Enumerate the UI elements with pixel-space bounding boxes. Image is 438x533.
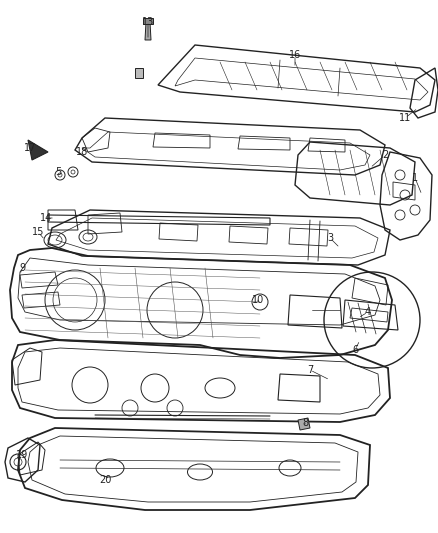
- Text: 4: 4: [365, 307, 371, 317]
- Text: 18: 18: [76, 147, 88, 157]
- Polygon shape: [145, 22, 151, 40]
- Text: 8: 8: [302, 418, 308, 428]
- Text: 3: 3: [327, 233, 333, 243]
- Text: 7: 7: [307, 365, 313, 375]
- Text: 13: 13: [142, 17, 154, 27]
- Text: 9: 9: [19, 263, 25, 273]
- Polygon shape: [28, 140, 48, 160]
- Text: 6: 6: [352, 345, 358, 355]
- Polygon shape: [298, 418, 310, 430]
- Text: 15: 15: [32, 227, 44, 237]
- Text: 14: 14: [40, 213, 52, 223]
- Text: 10: 10: [252, 295, 264, 305]
- Text: 2: 2: [382, 150, 388, 160]
- Text: 16: 16: [289, 50, 301, 60]
- Text: 17: 17: [24, 143, 36, 153]
- Text: 5: 5: [55, 167, 61, 177]
- Text: 1: 1: [412, 173, 418, 183]
- Polygon shape: [143, 18, 153, 24]
- Text: 11: 11: [399, 113, 411, 123]
- Polygon shape: [135, 68, 143, 78]
- Text: 19: 19: [16, 450, 28, 460]
- Text: 20: 20: [99, 475, 111, 485]
